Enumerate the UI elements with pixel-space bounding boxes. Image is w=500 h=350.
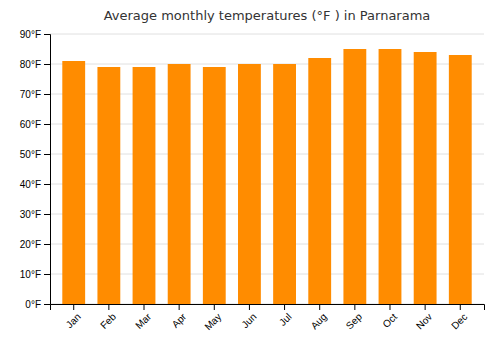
tick-mark	[389, 304, 390, 310]
y-tick: 10°F	[20, 269, 50, 280]
tick-mark	[44, 304, 50, 305]
tick-mark	[44, 34, 50, 35]
x-tick: Apr	[170, 304, 189, 330]
tick-label: Dec	[449, 311, 469, 331]
tick-label: Jul	[277, 311, 294, 328]
tick-mark	[44, 94, 50, 95]
tick-label: Nov	[414, 311, 434, 331]
bar	[97, 67, 120, 304]
title: Average monthly temperatures (°F ) in Pa…	[104, 8, 431, 23]
tick-label: 60°F	[20, 119, 41, 130]
bars	[62, 49, 471, 304]
x-axis: Jan Feb Mar Apr May Jun Jul Aug Sep Oct Nov Dec	[51, 304, 485, 332]
tick-mark	[44, 124, 50, 125]
x-tick: Aug	[309, 304, 329, 331]
y-tick: 40°F	[20, 179, 50, 190]
x-tick: Oct	[380, 304, 399, 330]
tick-label: Jan	[64, 311, 83, 330]
bar	[238, 64, 261, 304]
bar	[62, 61, 85, 304]
tick-label: 40°F	[20, 179, 41, 190]
tick-mark	[214, 304, 215, 310]
x-tick: Dec	[449, 304, 469, 331]
bar	[308, 58, 331, 304]
bar	[449, 55, 472, 304]
x-tick: Jan	[64, 304, 83, 330]
bar	[168, 64, 191, 304]
tick-label: 80°F	[20, 59, 41, 70]
y-tick: 50°F	[20, 149, 50, 160]
tick-label: 70°F	[20, 89, 41, 100]
bar	[343, 49, 366, 304]
tick-label: 30°F	[20, 209, 41, 220]
bar	[379, 49, 402, 304]
tick-mark	[73, 304, 74, 310]
x-tick: Sep	[344, 304, 365, 331]
plot-area: 0°F 10°F 20°F 30°F 40°F 50°F 60°F 70°F 80°F 90°F J…	[20, 29, 485, 333]
tick-mark	[44, 184, 50, 185]
axis-line	[44, 35, 51, 305]
grid-line	[50, 34, 484, 35]
y-tick: 80°F	[20, 59, 50, 70]
tick-mark	[284, 304, 285, 310]
bar	[273, 64, 296, 304]
tick-mark	[44, 274, 50, 275]
tick-mark	[249, 304, 250, 310]
tick-mark	[108, 304, 109, 310]
y-tick: 90°F	[20, 29, 50, 40]
x-tick: Jul	[277, 304, 294, 328]
y-tick: 0°F	[25, 299, 50, 310]
tick-label: Aug	[309, 311, 329, 331]
y-tick: 60°F	[20, 119, 50, 130]
y-tick: 20°F	[20, 239, 50, 250]
tick-mark	[44, 154, 50, 155]
tick-label: Apr	[170, 311, 189, 330]
x-tick: Nov	[414, 304, 434, 331]
axis-line	[51, 305, 485, 311]
tick-mark	[144, 304, 145, 310]
bar	[414, 52, 437, 304]
x-tick: Feb	[98, 304, 118, 331]
grid	[50, 34, 484, 304]
tick-mark	[319, 304, 320, 310]
y-tick: 70°F	[20, 89, 50, 100]
tick-label: 90°F	[20, 29, 41, 40]
tick-label: 10°F	[20, 269, 41, 280]
tick-label: May	[202, 311, 223, 332]
x-tick: Jun	[239, 304, 258, 330]
tick-mark	[44, 244, 50, 245]
tick-label: Mar	[133, 311, 153, 331]
x-tick: Mar	[133, 304, 153, 331]
tick-mark	[460, 304, 461, 310]
bar	[133, 67, 156, 304]
tick-mark	[354, 304, 355, 310]
tick-label: Oct	[380, 311, 399, 330]
y-axis: 0°F 10°F 20°F 30°F 40°F 50°F 60°F 70°F 80°F 90°F	[20, 29, 51, 310]
tick-mark	[425, 304, 426, 310]
tick-label: 0°F	[25, 299, 41, 310]
chart: 0°F 10°F 20°F 30°F 40°F 50°F 60°F 70°F 80°F 90°F J…	[0, 0, 500, 350]
tick-mark	[44, 64, 50, 65]
tick-label: Feb	[98, 311, 118, 331]
bar	[203, 67, 226, 304]
y-tick: 30°F	[20, 209, 50, 220]
tick-mark	[44, 214, 50, 215]
tick-label: 20°F	[20, 239, 41, 250]
x-tick: May	[202, 304, 223, 332]
tick-label: Sep	[344, 311, 365, 332]
tick-label: 50°F	[20, 149, 41, 160]
tick-label: Jun	[239, 311, 258, 330]
tick-mark	[179, 304, 180, 310]
